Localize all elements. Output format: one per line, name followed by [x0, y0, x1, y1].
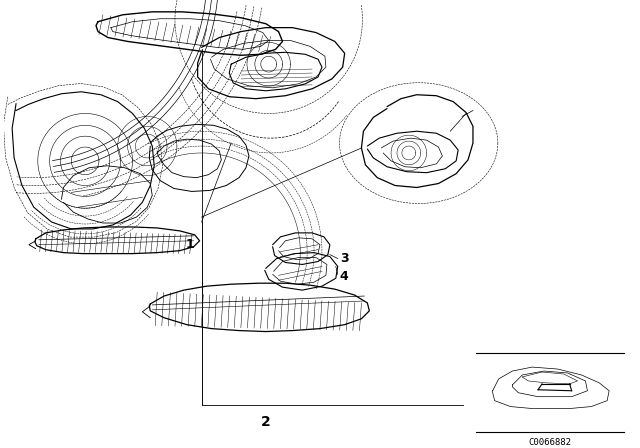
Text: 1: 1 [186, 238, 195, 251]
Text: 2: 2 [261, 415, 271, 429]
Text: 3: 3 [340, 252, 348, 265]
Text: 4: 4 [340, 270, 349, 283]
Text: C0066882: C0066882 [529, 438, 572, 447]
